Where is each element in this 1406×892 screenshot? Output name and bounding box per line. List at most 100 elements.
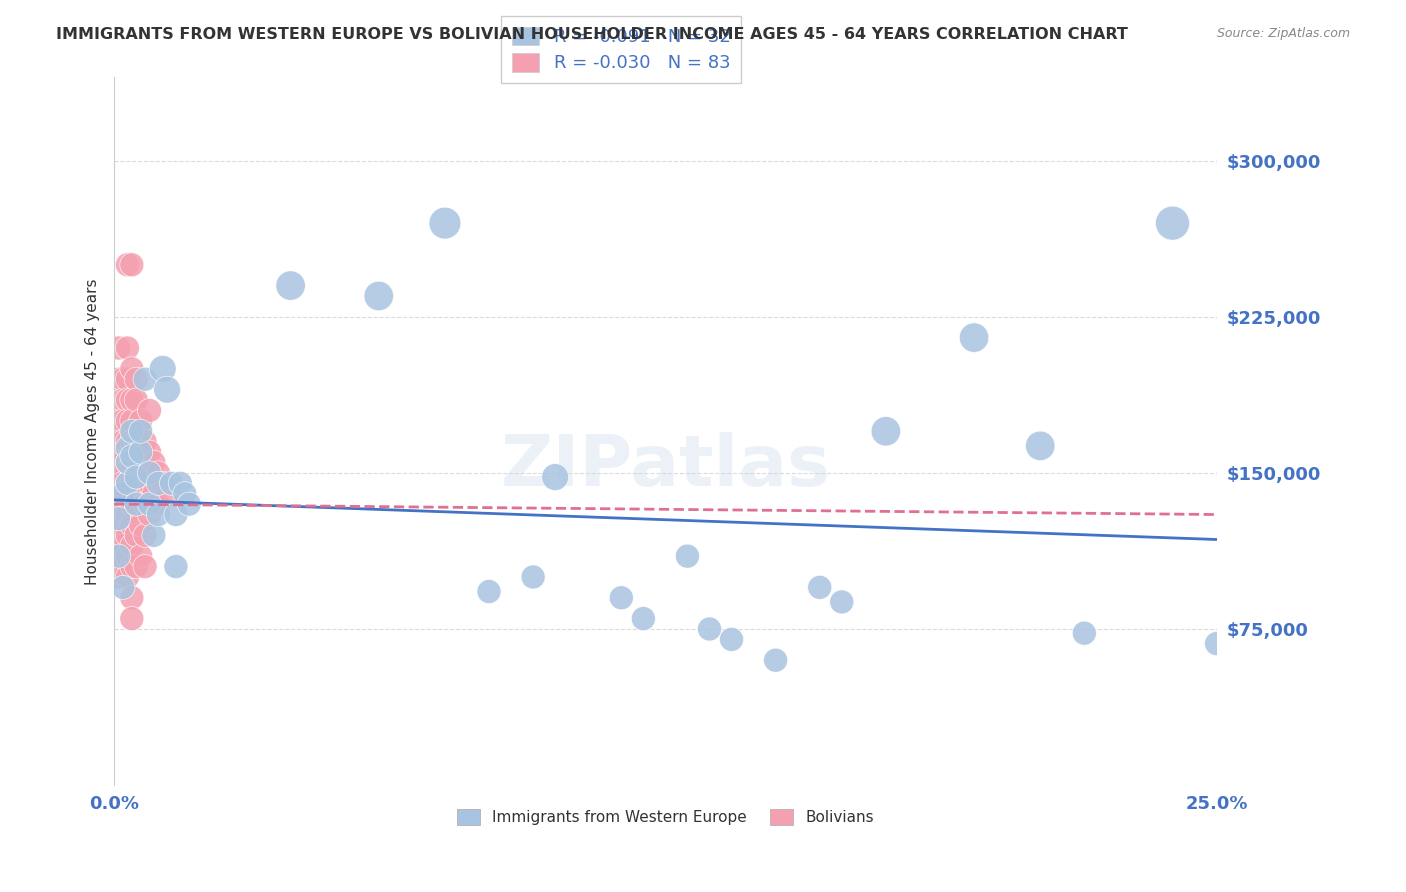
Y-axis label: Householder Income Ages 45 - 64 years: Householder Income Ages 45 - 64 years xyxy=(86,278,100,584)
Point xyxy=(121,497,143,511)
Point xyxy=(117,392,139,407)
Point xyxy=(121,559,143,574)
Point xyxy=(148,466,170,480)
Point xyxy=(129,455,152,469)
Point xyxy=(148,476,170,491)
Point xyxy=(107,372,129,386)
Point xyxy=(142,455,165,469)
Text: Source: ZipAtlas.com: Source: ZipAtlas.com xyxy=(1216,27,1350,40)
Point xyxy=(125,470,148,484)
Point xyxy=(125,528,148,542)
Point xyxy=(121,434,143,449)
Point xyxy=(121,361,143,376)
Point xyxy=(125,434,148,449)
Point xyxy=(138,476,160,491)
Point xyxy=(121,392,143,407)
Point xyxy=(134,372,156,386)
Point xyxy=(117,549,139,563)
Point xyxy=(107,559,129,574)
Point xyxy=(107,528,129,542)
Point xyxy=(117,258,139,272)
Point xyxy=(129,517,152,532)
Point xyxy=(179,497,201,511)
Point xyxy=(138,445,160,459)
Point xyxy=(165,508,187,522)
Point xyxy=(117,570,139,584)
Point xyxy=(111,476,134,491)
Point xyxy=(111,580,134,594)
Point xyxy=(134,559,156,574)
Point xyxy=(117,528,139,542)
Point xyxy=(156,383,179,397)
Point xyxy=(121,258,143,272)
Point xyxy=(125,497,148,511)
Point xyxy=(610,591,633,605)
Point xyxy=(173,486,195,500)
Point xyxy=(134,434,156,449)
Point xyxy=(808,580,831,594)
Point xyxy=(103,539,125,553)
Point xyxy=(117,341,139,355)
Point xyxy=(433,216,456,230)
Point xyxy=(111,372,134,386)
Point xyxy=(125,392,148,407)
Point xyxy=(134,466,156,480)
Point xyxy=(107,517,129,532)
Point xyxy=(117,455,139,469)
Point xyxy=(156,486,179,500)
Legend: Immigrants from Western Europe, Bolivians: Immigrants from Western Europe, Bolivian… xyxy=(449,800,883,834)
Point xyxy=(107,341,129,355)
Point xyxy=(875,424,897,438)
Point xyxy=(169,476,191,491)
Point xyxy=(107,508,129,522)
Point xyxy=(125,497,148,511)
Point xyxy=(148,508,170,522)
Point xyxy=(111,445,134,459)
Point xyxy=(367,289,389,303)
Point xyxy=(107,511,129,525)
Point xyxy=(129,486,152,500)
Point xyxy=(720,632,742,647)
Point xyxy=(121,611,143,625)
Point xyxy=(121,455,143,469)
Point xyxy=(138,508,160,522)
Point xyxy=(478,584,501,599)
Point xyxy=(111,528,134,542)
Point xyxy=(138,403,160,417)
Point xyxy=(129,549,152,563)
Point xyxy=(1029,439,1052,453)
Point xyxy=(633,611,655,625)
Point xyxy=(117,476,139,491)
Point xyxy=(111,486,134,500)
Point xyxy=(129,414,152,428)
Point xyxy=(831,595,853,609)
Point xyxy=(1073,626,1095,640)
Point xyxy=(963,330,986,344)
Point xyxy=(544,470,567,484)
Point xyxy=(117,476,139,491)
Point xyxy=(107,455,129,469)
Point xyxy=(1161,216,1184,230)
Point xyxy=(125,372,148,386)
Text: IMMIGRANTS FROM WESTERN EUROPE VS BOLIVIAN HOUSEHOLDER INCOME AGES 45 - 64 YEARS: IMMIGRANTS FROM WESTERN EUROPE VS BOLIVI… xyxy=(56,27,1128,42)
Point xyxy=(152,476,174,491)
Point xyxy=(160,476,183,491)
Point xyxy=(107,497,129,511)
Point xyxy=(111,455,134,469)
Point xyxy=(138,497,160,511)
Point xyxy=(111,508,134,522)
Point xyxy=(107,466,129,480)
Point xyxy=(138,466,160,480)
Point xyxy=(117,508,139,522)
Point xyxy=(111,539,134,553)
Point xyxy=(121,414,143,428)
Point xyxy=(107,549,129,563)
Point xyxy=(142,528,165,542)
Point xyxy=(107,414,129,428)
Point xyxy=(134,497,156,511)
Point xyxy=(111,486,134,500)
Point xyxy=(107,570,129,584)
Point xyxy=(111,414,134,428)
Point xyxy=(121,449,143,463)
Point xyxy=(107,476,129,491)
